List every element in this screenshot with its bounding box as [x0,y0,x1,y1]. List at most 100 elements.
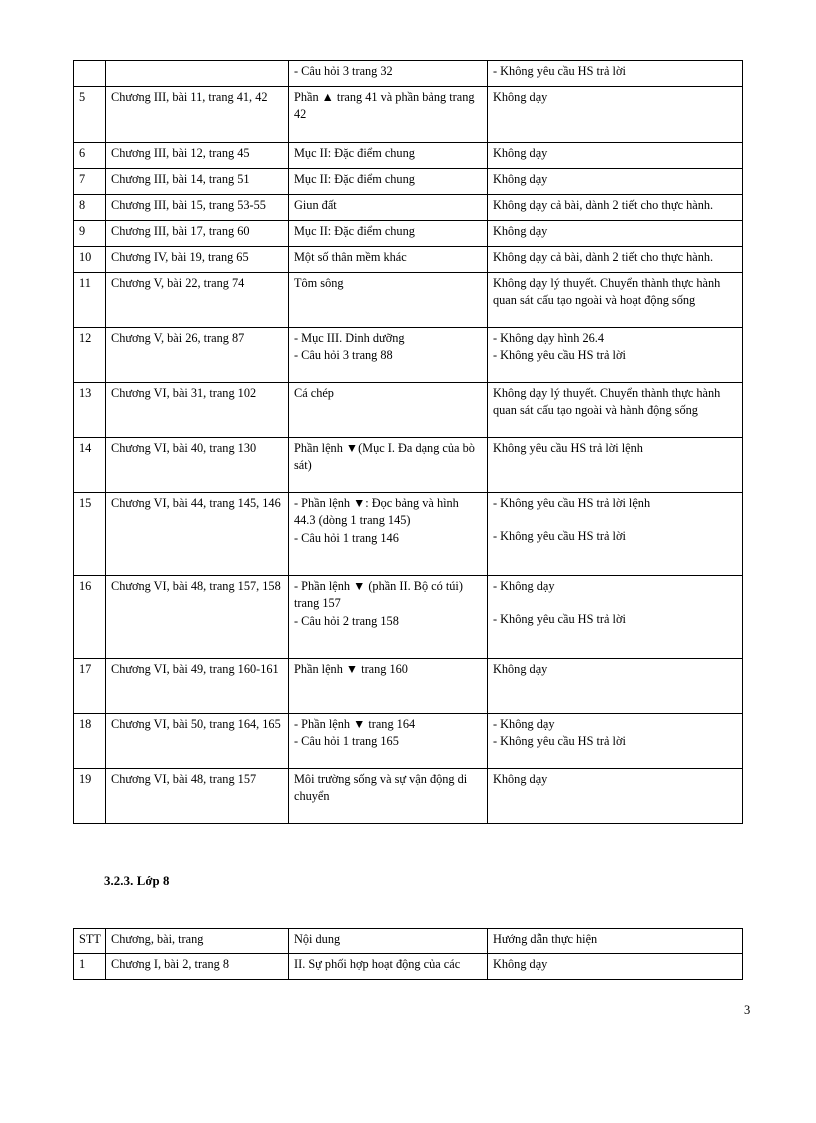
cell-content: Tôm sông [288,272,488,328]
spacer [493,512,738,528]
cell-stt: 16 [73,575,106,659]
cell-chapter: Chương VI, bài 40, trang 130 [105,437,289,493]
cell-stt: 5 [73,86,106,143]
cell-chapter [105,60,289,87]
cell-guide: - Không dạy - Không yêu cầu HS trả lời [487,575,743,659]
cell-chapter: Chương VI, bài 50, trang 164, 165 [105,713,289,769]
cell-chapter: Chương VI, bài 48, trang 157, 158 [105,575,289,659]
guide-line: - Không dạy hình 26.4 [493,331,605,345]
content-line: Cá chép [294,386,334,400]
page-number: 3 [744,1003,751,1017]
cell-chapter: Chương VI, bài 49, trang 160-161 [105,658,289,714]
cell-content: - Phần lệnh ▼ (phần II. Bộ có túi) trang… [288,575,488,659]
cell-chapter: Chương VI, bài 31, trang 102 [105,382,289,438]
cell-stt: 1 [73,953,106,980]
content-line: II. Sự phối hợp hoạt động của các [294,957,461,971]
content-line: Môi trường sống và sự vận động di chuyển [294,772,468,804]
guide-line: - Không yêu cầu HS trả lời [493,348,626,363]
content-line: Phần lệnh ▼(Mục I. Đa dạng của bò sát) [294,441,475,473]
cell-chapter: Chương III, bài 17, trang 60 [105,220,289,247]
table-row: 10 Chương IV, bài 19, trang 65 Một số th… [73,246,743,273]
cell-stt: 13 [73,382,106,438]
table-row: 18 Chương VI, bài 50, trang 164, 165 - P… [73,713,743,769]
table-row: 9 Chương III, bài 17, trang 60 Mục II: Đ… [73,220,743,247]
cell-content: Môi trường sống và sự vận động di chuyển [288,768,488,824]
guide-line: Không dạy lý thuyết. Chuyển thành thực h… [493,276,721,308]
content-line: - Phần lệnh ▼ trang 164 [294,717,416,731]
cell-chapter: Chương VI, bài 48, trang 157 [105,768,289,824]
guide-line: - Không yêu cầu HS trả lời [493,612,626,627]
curriculum-table-grade8: STT Chương, bài, trang Nội dung Hướng dẫ… [73,928,743,980]
cell-content: - Phần lệnh ▼: Đọc bảng và hình 44.3 (dò… [288,492,488,576]
table-row: 16 Chương VI, bài 48, trang 157, 158 - P… [73,575,743,659]
cell-guide: Không dạy [487,220,743,247]
cell-content: Giun đất [288,194,488,221]
guide-line: Không dạy [493,957,548,971]
content-line: Mục II: Đặc điểm chung [294,146,415,160]
guide-line: - Không yêu cầu HS trả lời [493,64,626,78]
guide-line: Không dạy cả bài, dành 2 tiết cho thực h… [493,198,714,212]
column-header-guide: Hướng dẫn thực hiện [487,928,743,954]
content-line: - Phần lệnh ▼: Đọc bảng và hình 44.3 (dò… [294,496,459,528]
cell-stt: 6 [73,142,106,169]
cell-guide: Không dạy [487,168,743,195]
guide-line: Không dạy [493,172,548,186]
cell-stt: 11 [73,272,106,328]
cell-chapter: Chương III, bài 11, trang 41, 42 [105,86,289,143]
table-row: 8 Chương III, bài 15, trang 53-55 Giun đ… [73,194,743,221]
content-line: - Phần lệnh ▼ (phần II. Bộ có túi) trang… [294,579,463,611]
cell-content: Phần lệnh ▼ trang 160 [288,658,488,714]
content-line: Mục II: Đặc điểm chung [294,224,415,238]
table-row: 12 Chương V, bài 26, trang 87 - Mục III.… [73,327,743,383]
cell-content: Mục II: Đặc điểm chung [288,142,488,169]
cell-stt: 12 [73,327,106,383]
table-row: 6 Chương III, bài 12, trang 45 Mục II: Đ… [73,142,743,169]
table-row: 7 Chương III, bài 14, trang 51 Mục II: Đ… [73,168,743,195]
column-header-content: Nội dung [288,928,488,954]
guide-line: - Không dạy [493,579,555,593]
content-line: - Mục III. Dinh dưỡng [294,331,405,345]
guide-line: Không dạy [493,662,548,676]
column-header-chapter: Chương, bài, trang [105,928,289,954]
cell-content: - Phần lệnh ▼ trang 164 - Câu hỏi 1 tran… [288,713,488,769]
section-heading: 3.2.3. Lớp 8 [104,874,170,888]
cell-stt [73,60,106,87]
table-row: 15 Chương VI, bài 44, trang 145, 146 - P… [73,492,743,576]
cell-guide: - Không yêu cầu HS trả lời [487,60,743,87]
guide-line: Không dạy lý thuyết. Chuyển thành thực h… [493,386,721,418]
content-line: - Câu hỏi 3 trang 88 [294,348,393,363]
cell-stt: 9 [73,220,106,247]
column-header-stt: STT [73,928,106,954]
cell-guide: Không dạy [487,953,743,980]
table-row: 5 Chương III, bài 11, trang 41, 42 Phần … [73,86,743,143]
cell-content: Mục II: Đặc điểm chung [288,220,488,247]
cell-chapter: Chương III, bài 14, trang 51 [105,168,289,195]
cell-content: Mục II: Đặc điểm chung [288,168,488,195]
content-line: Phần lệnh ▼ trang 160 [294,662,408,676]
content-line: Một số thân mềm khác [294,250,407,264]
guide-line: Không dạy [493,772,548,786]
cell-guide: Không dạy cả bài, dành 2 tiết cho thực h… [487,194,743,221]
cell-guide: Không dạy [487,658,743,714]
guide-line: Không yêu cầu HS trả lời lệnh [493,441,643,455]
cell-stt: 14 [73,437,106,493]
table-row: 19 Chương VI, bài 48, trang 157 Môi trườ… [73,768,743,824]
content-line: Phần ▲ trang 41 và phần bảng trang 42 [294,90,475,122]
guide-line: - Không yêu cầu HS trả lời [493,529,626,544]
cell-chapter: Chương VI, bài 44, trang 145, 146 [105,492,289,576]
cell-chapter: Chương III, bài 15, trang 53-55 [105,194,289,221]
table-row: 14 Chương VI, bài 40, trang 130 Phần lện… [73,437,743,493]
cell-content: II. Sự phối hợp hoạt động của các [288,953,488,980]
table-row: 11 Chương V, bài 22, trang 74 Tôm sông K… [73,272,743,328]
guide-line: - Không yêu cầu HS trả lời [493,734,626,749]
content-line: Mục II: Đặc điểm chung [294,172,415,186]
guide-line: Không dạy cả bài, dành 2 tiết cho thực h… [493,250,714,264]
cell-content: Một số thân mềm khác [288,246,488,273]
cell-guide: Không dạy [487,768,743,824]
cell-guide: Không dạy lý thuyết. Chuyển thành thực h… [487,382,743,438]
guide-line: Không dạy [493,146,548,160]
cell-chapter: Chương V, bài 22, trang 74 [105,272,289,328]
content-line: Tôm sông [294,276,344,290]
cell-content: Phần lệnh ▼(Mục I. Đa dạng của bò sát) [288,437,488,493]
